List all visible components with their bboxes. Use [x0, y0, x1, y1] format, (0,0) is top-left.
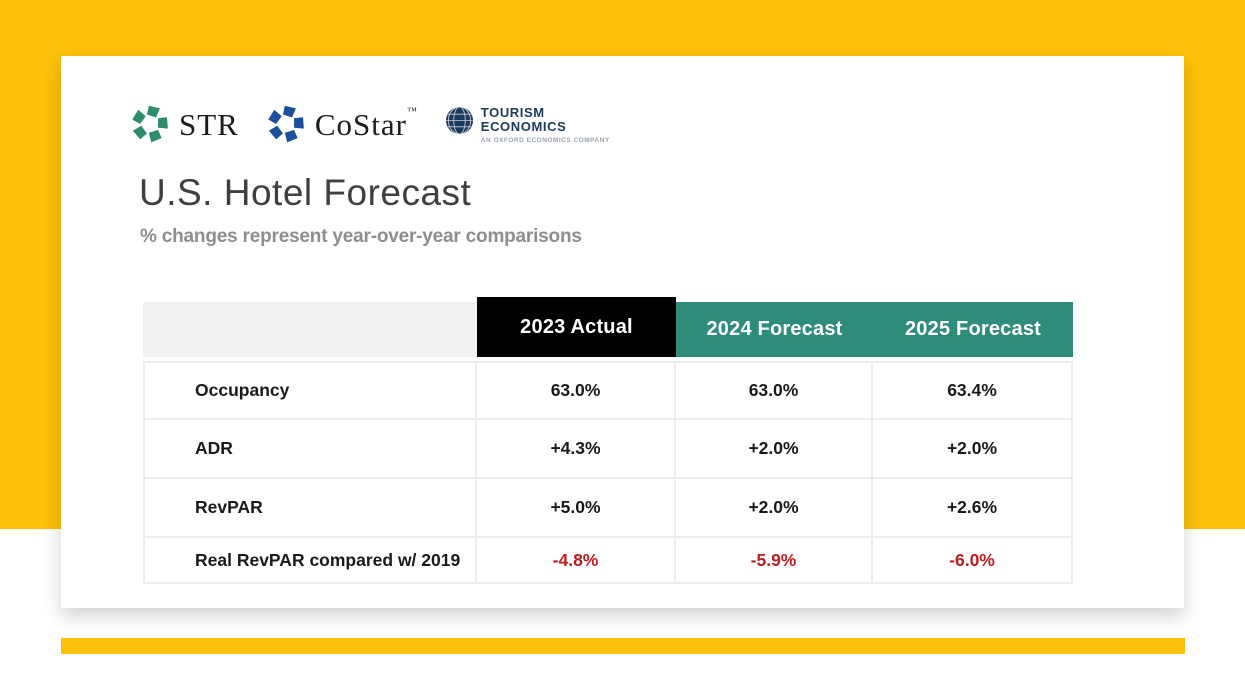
- table-row: ADR +4.3% +2.0% +2.0%: [145, 420, 1073, 479]
- value-cell: +2.6%: [873, 479, 1073, 538]
- str-wordmark: STR: [179, 106, 239, 142]
- table-header-blank: [143, 302, 477, 357]
- value-cell: +4.3%: [477, 420, 676, 479]
- table-row: Occupancy 63.0% 63.0% 63.4%: [145, 361, 1073, 420]
- str-logo: STR: [131, 105, 239, 143]
- row-label: Real RevPAR compared w/ 2019: [145, 538, 477, 584]
- table-row: Real RevPAR compared w/ 2019 -4.8% -5.9% -6…: [145, 538, 1073, 584]
- table-header-forecast-band: 2024 Forecast 2025 Forecast: [676, 302, 1073, 357]
- tourism-economics-logo: TOURISM ECONOMICS AN OXFORD ECONOMICS CO…: [445, 104, 610, 145]
- table-header-2023-actual: 2023 Actual: [477, 297, 676, 357]
- row-label: Occupancy: [145, 361, 477, 420]
- economics-line: ECONOMICS: [480, 119, 567, 134]
- tourism-economics-text: TOURISM ECONOMICS AN OXFORD ECONOMICS CO…: [480, 104, 610, 145]
- table-row: RevPAR +5.0% +2.0% +2.6%: [145, 479, 1073, 538]
- str-pinwheel-icon: [132, 105, 168, 143]
- value-cell: 63.0%: [676, 361, 873, 420]
- forecast-table-header: 2023 Actual 2024 Forecast 2025 Forecast: [143, 297, 1073, 357]
- tourism-line: TOURISM: [480, 104, 545, 120]
- forecast-table: 2023 Actual 2024 Forecast 2025 Forecast …: [143, 297, 1073, 584]
- value-cell: +5.0%: [477, 479, 676, 538]
- globe-icon: [445, 106, 473, 135]
- slide-card: STR CoStar™: [61, 56, 1184, 608]
- value-cell: 63.4%: [873, 361, 1073, 420]
- costar-logo: CoStar™: [267, 105, 417, 143]
- oxford-economics-subtext: AN OXFORD ECONOMICS COMPANY: [480, 137, 610, 145]
- column-header-label: 2025 Forecast: [904, 318, 1042, 340]
- column-header-label: 2023 Actual: [520, 315, 633, 338]
- page-subtitle: % changes represent year-over-year compa…: [140, 226, 582, 247]
- row-label: RevPAR: [145, 479, 477, 538]
- value-cell: -4.8%: [477, 538, 676, 584]
- trademark-symbol: ™: [406, 105, 417, 117]
- column-header-label: 2024 Forecast: [706, 318, 843, 340]
- row-label: ADR: [145, 420, 477, 479]
- costar-pinwheel-icon: [268, 105, 304, 143]
- table-header-2025-forecast: 2025 Forecast: [873, 302, 1073, 357]
- value-cell: 63.0%: [477, 361, 676, 420]
- forecast-table-body: Occupancy 63.0% 63.0% 63.4% ADR +4.3% +2.0% +2.…: [143, 361, 1073, 584]
- value-cell: +2.0%: [873, 420, 1073, 479]
- page-title: U.S. Hotel Forecast: [139, 172, 472, 213]
- value-cell: -6.0%: [873, 538, 1073, 584]
- value-cell: +2.0%: [676, 420, 873, 479]
- value-cell: +2.0%: [676, 479, 873, 538]
- bottom-accent-bar: [61, 638, 1185, 654]
- value-cell: -5.9%: [676, 538, 873, 584]
- costar-wordmark: CoStar™: [314, 105, 417, 142]
- table-header-2024-forecast: 2024 Forecast: [676, 302, 873, 357]
- logo-row: STR CoStar™: [131, 102, 610, 146]
